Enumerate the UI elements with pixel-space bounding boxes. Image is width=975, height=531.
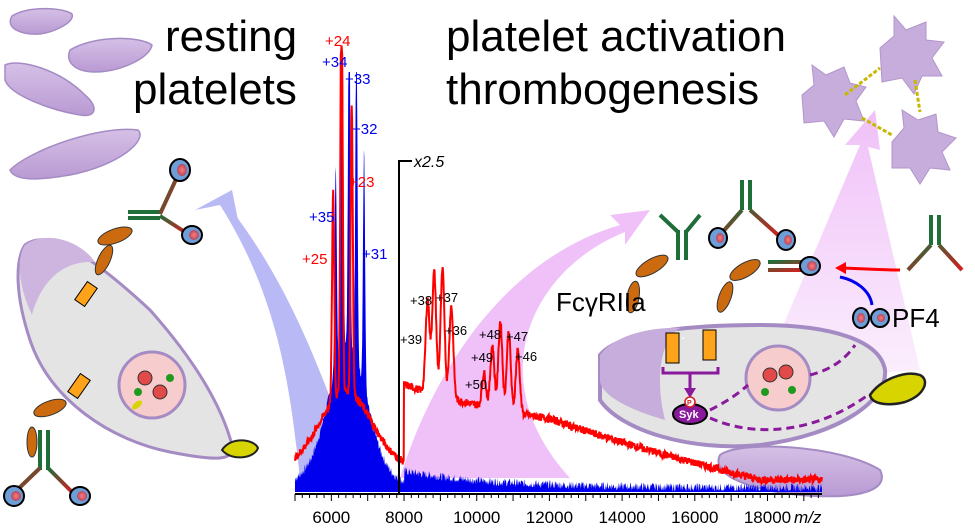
peak-label-blue: +34 [322,54,347,71]
syk-label: Syk [679,409,699,421]
phospho-label: P [687,400,692,407]
scale-factor-label: x2.5 [413,154,444,171]
peak-label-blue: +33 [345,71,370,88]
fcgr-label: FcγRIIa [556,287,646,317]
activated-platelet-aggregate [801,14,957,185]
red-trace [294,45,823,487]
peak-label-red: +49 [471,350,493,365]
resting-platelets [4,7,153,180]
x-tick-label: 16000 [671,508,718,527]
peak-label-red: +37 [436,290,458,305]
fcgr-receptor [665,332,680,364]
x-tick-label: 6000 [312,508,350,527]
peak-label-red: +24 [325,33,350,50]
title-resting: resting [165,12,297,61]
peak-label-red: +23 [349,174,374,191]
x-tick-label: 8000 [385,508,423,527]
title-thrombogenesis: thrombogenesis [446,65,759,114]
fcgr-receptor [702,329,717,361]
peak-label-red: +46 [515,349,537,364]
x-tick-label: 14000 [598,508,645,527]
blue-trace [295,72,822,492]
peak-label-blue: +31 [362,246,387,263]
granule [744,344,812,412]
antibody-complex [3,158,203,507]
title-activation: platelet activation [446,12,786,61]
activated-platelet-cell: Syk P [598,254,927,498]
peak-label-blue: +32 [352,121,377,138]
x-tick-label: 18000 [744,508,791,527]
granule [117,350,187,420]
fcgr-receptor [74,280,98,308]
peak-label-red: +47 [506,329,528,344]
peak-label-red: +39 [400,332,422,347]
antibody-network [658,180,964,329]
title-platelets: platelets [133,65,297,114]
peak-label-red: +36 [445,323,467,338]
activation-arrow [400,210,650,478]
mass-spectrum: x2.5 6000 8000 10000 12000 14000 16000 18000 m… [294,33,823,527]
x-axis-label: m/z [794,508,822,527]
peak-label-red: +50 [465,377,487,392]
peak-label-blue: +35 [309,209,334,226]
x-tick-label: 10000 [453,508,500,527]
x-tick-label: 12000 [526,508,573,527]
resting-platelet-cell [16,226,260,460]
peak-label-red: +25 [302,251,327,268]
fcgr-receptor [67,372,91,400]
pf4-label: PF4 [892,303,940,333]
peak-label-red: +38 [410,293,432,308]
peak-label-red: +48 [479,327,501,342]
resting-arrow [195,190,360,478]
